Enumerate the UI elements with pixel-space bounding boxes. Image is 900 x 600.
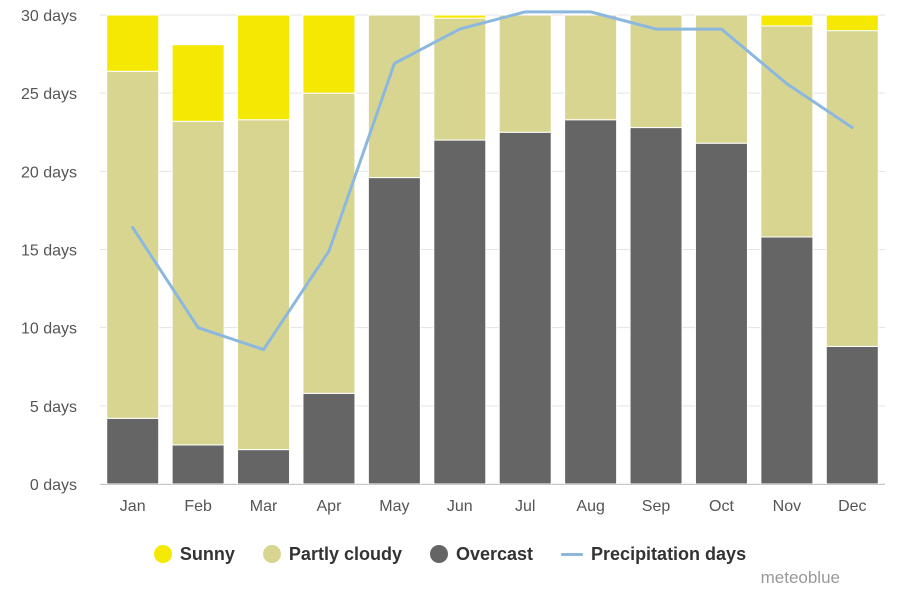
bar-partly-cloudy bbox=[825, 30, 879, 347]
legend: Sunny Partly cloudy Overcast Precipitation … bbox=[0, 538, 900, 570]
bar-partly-cloudy bbox=[694, 14, 748, 144]
bar-sunny bbox=[760, 14, 814, 27]
bar-partly-cloudy bbox=[629, 14, 683, 129]
x-tick-label: Mar bbox=[250, 498, 278, 515]
bar-partly-cloudy bbox=[367, 14, 421, 179]
bar-overcast bbox=[825, 345, 879, 485]
bar-partly-cloudy bbox=[564, 14, 618, 121]
legend-label: Sunny bbox=[179, 543, 235, 564]
y-tick-label: 0 days bbox=[30, 477, 77, 494]
legend-swatch bbox=[262, 545, 281, 563]
bar-partly-cloudy bbox=[237, 119, 291, 451]
bar-overcast bbox=[367, 177, 421, 485]
x-tick-label: May bbox=[379, 498, 409, 515]
x-tick-label: Oct bbox=[709, 498, 734, 515]
bar-sunny bbox=[433, 14, 487, 19]
bar-partly-cloudy bbox=[760, 25, 814, 238]
bar-partly-cloudy bbox=[433, 17, 487, 141]
bar-sunny bbox=[237, 14, 291, 121]
bar-overcast bbox=[237, 449, 291, 485]
axes: 0 days 5 days 10 days 15 days 20 days 25 days… bbox=[21, 8, 885, 515]
bar-sunny bbox=[171, 44, 225, 122]
x-tick-label: Nov bbox=[773, 498, 801, 515]
x-tick-label: Jun bbox=[447, 498, 473, 515]
bar-partly-cloudy bbox=[302, 92, 356, 394]
bar-overcast bbox=[694, 142, 748, 485]
legend-label: Partly cloudy bbox=[288, 543, 402, 564]
legend-label: Precipitation days bbox=[591, 543, 747, 564]
credit-text: meteoblue bbox=[760, 568, 840, 587]
x-tick-label: Jan bbox=[120, 498, 146, 515]
y-tick-label: 15 days bbox=[21, 243, 77, 260]
bar-overcast bbox=[433, 139, 487, 485]
legend-swatch bbox=[429, 545, 448, 563]
bar-overcast bbox=[498, 131, 552, 485]
x-tick-label: Dec bbox=[838, 498, 866, 515]
bar-overcast bbox=[629, 127, 683, 485]
legend-label: Overcast bbox=[455, 543, 534, 564]
bar-overcast bbox=[564, 119, 618, 485]
legend-item-precipitation-days[interactable]: Precipitation days bbox=[561, 544, 746, 565]
x-tick-label: Apr bbox=[317, 498, 343, 515]
bar-sunny bbox=[825, 14, 879, 32]
bar-partly-cloudy bbox=[106, 70, 160, 419]
bar-sunny bbox=[302, 14, 356, 94]
legend-swatch bbox=[153, 545, 172, 563]
x-tick-label: Feb bbox=[184, 498, 212, 515]
bar-overcast bbox=[760, 236, 814, 485]
line-series bbox=[131, 10, 854, 352]
x-tick-label: Aug bbox=[576, 498, 604, 515]
bar-overcast bbox=[106, 417, 160, 485]
y-tick-label: 20 days bbox=[21, 164, 77, 181]
y-tick-label: 10 days bbox=[21, 321, 77, 338]
x-tick-label: Jul bbox=[515, 498, 535, 515]
line-precipitation-days bbox=[131, 10, 854, 352]
bar-partly-cloudy bbox=[171, 120, 225, 446]
y-tick-label: 25 days bbox=[21, 86, 77, 103]
legend-swatch bbox=[561, 552, 584, 556]
grid-lines bbox=[100, 14, 885, 485]
bar-partly-cloudy bbox=[498, 14, 552, 133]
y-tick-label: 30 days bbox=[21, 8, 77, 25]
bar-overcast bbox=[302, 392, 356, 485]
x-tick-label: Sep bbox=[642, 498, 671, 515]
y-tick-label: 5 days bbox=[30, 399, 77, 416]
bar-overcast bbox=[171, 444, 225, 485]
bar-sunny bbox=[106, 14, 160, 72]
legend-item-sunny[interactable]: Sunny bbox=[153, 543, 235, 565]
legend-item-partly-cloudy[interactable]: Partly cloudy bbox=[262, 543, 402, 565]
bar-series bbox=[106, 14, 879, 485]
legend-item-overcast[interactable]: Overcast bbox=[429, 543, 534, 565]
